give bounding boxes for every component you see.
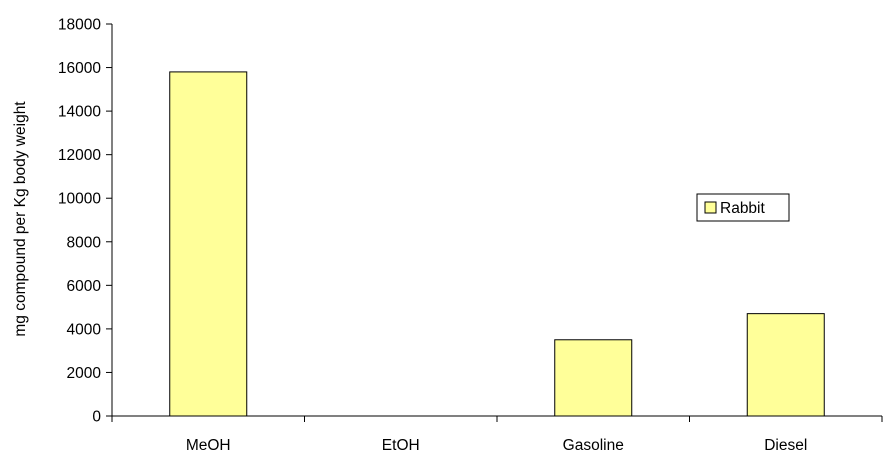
bar-meoh <box>169 71 248 417</box>
y-tick-label: 10000 <box>58 191 101 208</box>
bar-diesel <box>746 313 825 417</box>
y-tick-label: 16000 <box>58 60 101 77</box>
y-tick-label: 0 <box>92 409 101 426</box>
y-tick-label: 6000 <box>67 278 102 295</box>
y-tick-label: 14000 <box>58 104 101 121</box>
bar-gasoline <box>554 339 633 417</box>
legend-label: Rabbit <box>720 200 765 217</box>
y-tick-label: 12000 <box>58 147 101 164</box>
legend-swatch <box>704 201 717 214</box>
x-tick-label: Diesel <box>764 437 807 452</box>
x-axis-ticks: MeOH EtOH Gasoline Diesel <box>111 416 883 452</box>
y-tick-label: 8000 <box>67 234 102 251</box>
y-axis-title: mg compound per Kg body weight <box>12 101 29 337</box>
legend: Rabbit <box>696 193 790 222</box>
y-axis-ticks: 0 2000 4000 6000 8000 10000 12000 14000 16000 180… <box>58 17 112 426</box>
y-tick-label: 4000 <box>67 321 102 338</box>
x-tick-label: EtOH <box>382 437 420 452</box>
x-tick-label: MeOH <box>186 437 231 452</box>
x-tick-label: Gasoline <box>563 437 624 452</box>
y-tick-label: 2000 <box>67 365 102 382</box>
bars <box>169 71 825 417</box>
y-tick-label: 18000 <box>58 17 101 34</box>
